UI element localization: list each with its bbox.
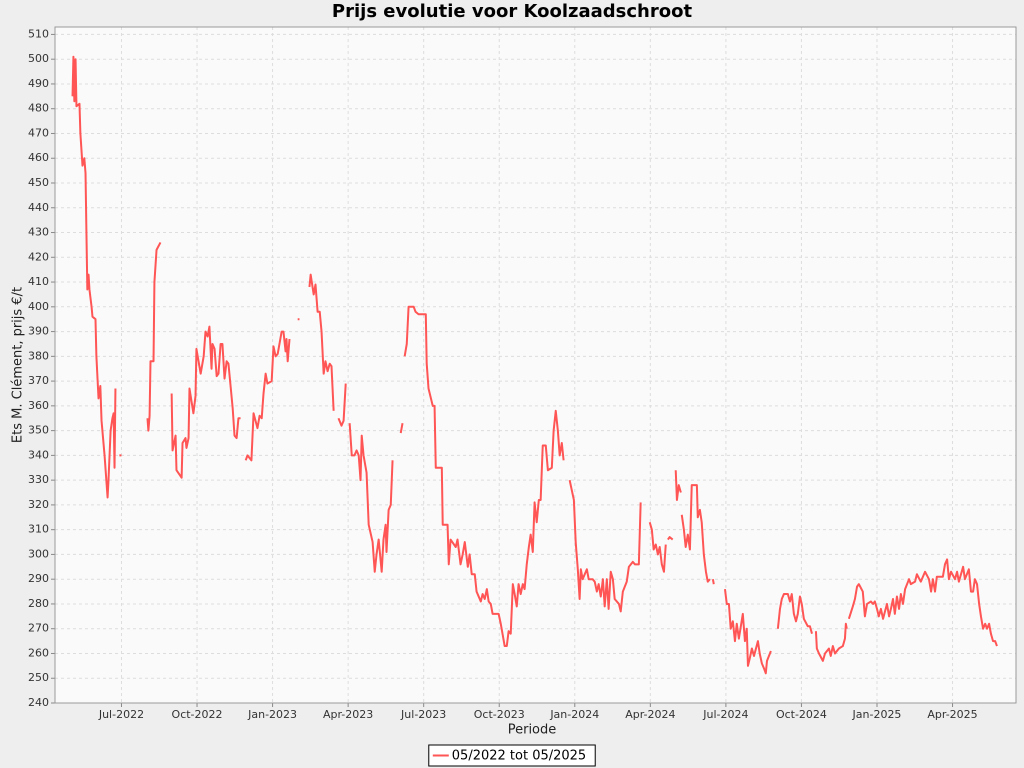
legend-box (428, 744, 596, 767)
y-tick-label: 290 (28, 572, 49, 585)
y-tick-label: 300 (28, 547, 49, 560)
x-tick-label: Jan-2024 (549, 708, 599, 721)
y-tick-label: 430 (28, 226, 49, 239)
x-tick-label: Oct-2022 (172, 708, 223, 721)
y-tick-label: 350 (28, 424, 49, 437)
y-tick-label: 470 (28, 126, 49, 139)
y-tick-label: 440 (28, 201, 49, 214)
y-tick-label: 310 (28, 523, 49, 536)
line-series (71, 55, 998, 675)
y-tick-label: 320 (28, 498, 49, 511)
y-tick-label: 500 (28, 52, 49, 65)
plot-border (54, 26, 1017, 704)
y-tick-label: 480 (28, 102, 49, 115)
legend-label: 05/2022 tot 05/2025 (452, 749, 586, 764)
y-tick-label: 370 (28, 374, 49, 387)
y-tick-label: 260 (28, 646, 49, 659)
x-tick-label: Apr-2025 (927, 708, 977, 721)
x-tick-label: Apr-2024 (625, 708, 675, 721)
y-tick-label: 390 (28, 325, 49, 338)
y-tick-label: 400 (28, 300, 49, 313)
y-tick-label: 250 (28, 671, 49, 684)
chart-title: Prijs evolutie voor Koolzaadschroot (332, 1, 693, 22)
x-axis-label: Periode (508, 723, 557, 738)
x-tick-label: Jan-2025 (852, 708, 902, 721)
y-axis-label: Ets M. Clément, prijs €/t (11, 287, 26, 443)
y-tick-label: 240 (28, 696, 49, 709)
y-tick-label: 450 (28, 176, 49, 189)
y-tick-label: 360 (28, 399, 49, 412)
x-tick-label: Apr-2023 (323, 708, 373, 721)
x-tick-label: Jul-2023 (400, 708, 446, 721)
legend: 05/2022 tot 05/2025 (428, 744, 596, 767)
x-tick-label: Oct-2023 (474, 708, 525, 721)
x-tick-label: Oct-2024 (776, 708, 827, 721)
y-tick-label: 270 (28, 622, 49, 635)
y-tick-label: 340 (28, 448, 49, 461)
x-tick-label: Jul-2024 (702, 708, 748, 721)
y-tick-label: 490 (28, 77, 49, 90)
y-tick-label: 460 (28, 151, 49, 164)
y-tick-label: 420 (28, 250, 49, 263)
y-tick-label: 510 (28, 27, 49, 40)
y-tick-label: 280 (28, 597, 49, 610)
x-tick-label: Jul-2022 (98, 708, 144, 721)
y-tick-label: 410 (28, 275, 49, 288)
y-tick-label: 380 (28, 349, 49, 362)
y-tick-label: 330 (28, 473, 49, 486)
x-tick-label: Jan-2023 (247, 708, 297, 721)
